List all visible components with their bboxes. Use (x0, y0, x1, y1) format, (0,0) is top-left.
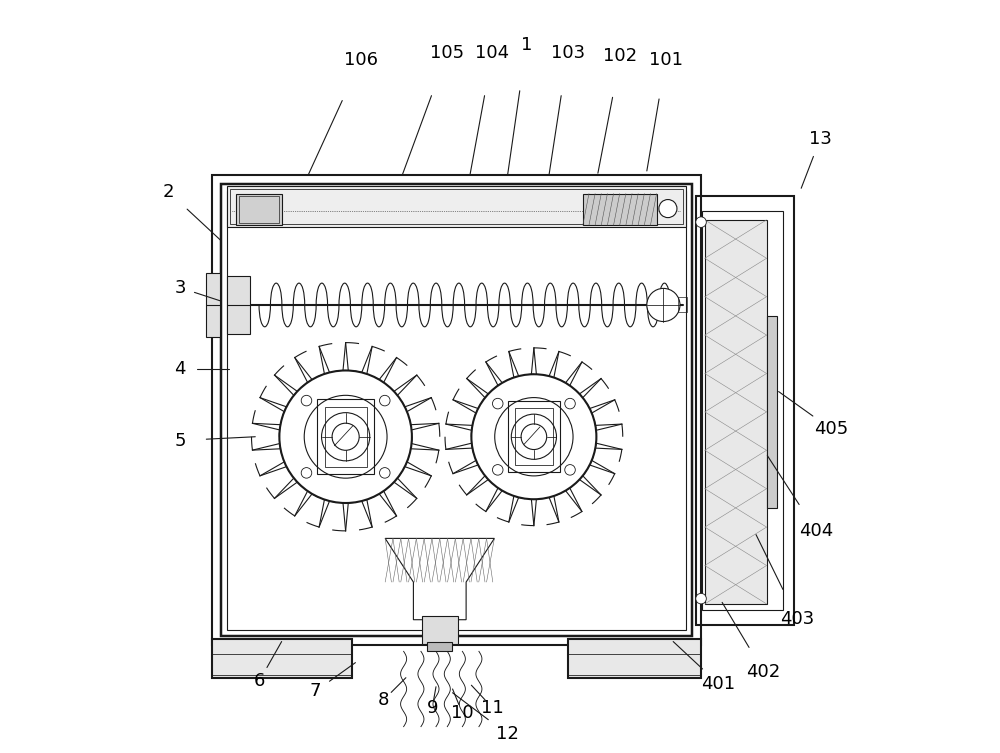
Text: 10: 10 (451, 704, 474, 722)
Circle shape (301, 468, 312, 478)
Circle shape (521, 424, 547, 450)
Text: 8: 8 (378, 691, 389, 709)
Bar (422, 616, 458, 644)
Bar (678, 297, 687, 312)
Bar (515, 408, 553, 465)
Circle shape (301, 395, 312, 406)
Bar (227, 191, 686, 630)
Bar (767, 316, 777, 508)
Circle shape (332, 423, 359, 450)
Circle shape (492, 398, 503, 409)
Text: 9: 9 (426, 699, 438, 717)
Text: 405: 405 (814, 420, 848, 438)
Text: 1: 1 (521, 36, 532, 54)
Text: 4: 4 (174, 360, 186, 378)
Text: 12: 12 (496, 725, 519, 743)
Circle shape (380, 395, 390, 406)
Bar (705, 220, 767, 604)
Circle shape (511, 414, 556, 459)
Bar (230, 189, 683, 224)
Bar (212, 175, 701, 645)
Text: 101: 101 (649, 51, 683, 69)
Text: 404: 404 (799, 522, 833, 540)
Circle shape (380, 468, 390, 478)
Circle shape (565, 398, 575, 409)
Text: 401: 401 (701, 675, 735, 693)
Text: 105: 105 (430, 44, 464, 62)
Circle shape (279, 370, 412, 503)
Bar (325, 407, 367, 467)
Text: 6: 6 (253, 672, 265, 691)
Bar (317, 399, 374, 474)
Circle shape (471, 374, 596, 499)
Bar (568, 654, 701, 675)
Text: 403: 403 (780, 610, 815, 628)
Bar (508, 401, 560, 472)
Circle shape (492, 465, 503, 475)
Bar (227, 186, 686, 227)
Bar (221, 184, 692, 636)
Bar (212, 639, 352, 678)
Text: 2: 2 (163, 183, 174, 201)
Bar (236, 194, 282, 225)
Bar (206, 273, 220, 337)
Circle shape (696, 217, 706, 227)
Text: 5: 5 (174, 431, 186, 450)
Bar (696, 196, 794, 625)
Text: 13: 13 (809, 130, 831, 148)
Bar (212, 654, 352, 675)
Bar (227, 276, 250, 334)
Polygon shape (385, 538, 494, 620)
Circle shape (304, 395, 387, 478)
Circle shape (495, 398, 573, 476)
Bar (568, 639, 701, 678)
Circle shape (659, 200, 677, 218)
Bar (427, 642, 452, 651)
Circle shape (647, 288, 680, 322)
Text: 3: 3 (174, 279, 186, 297)
Bar (702, 211, 783, 610)
Bar (239, 196, 279, 223)
Text: 7: 7 (310, 682, 321, 700)
Bar (583, 194, 657, 225)
Text: 106: 106 (344, 51, 378, 69)
Circle shape (565, 465, 575, 475)
Circle shape (696, 593, 706, 604)
Text: 402: 402 (746, 663, 781, 681)
Text: 11: 11 (481, 699, 504, 717)
Text: 104: 104 (475, 44, 510, 62)
Circle shape (322, 413, 370, 461)
Text: 102: 102 (603, 47, 638, 66)
Text: 103: 103 (551, 44, 585, 62)
